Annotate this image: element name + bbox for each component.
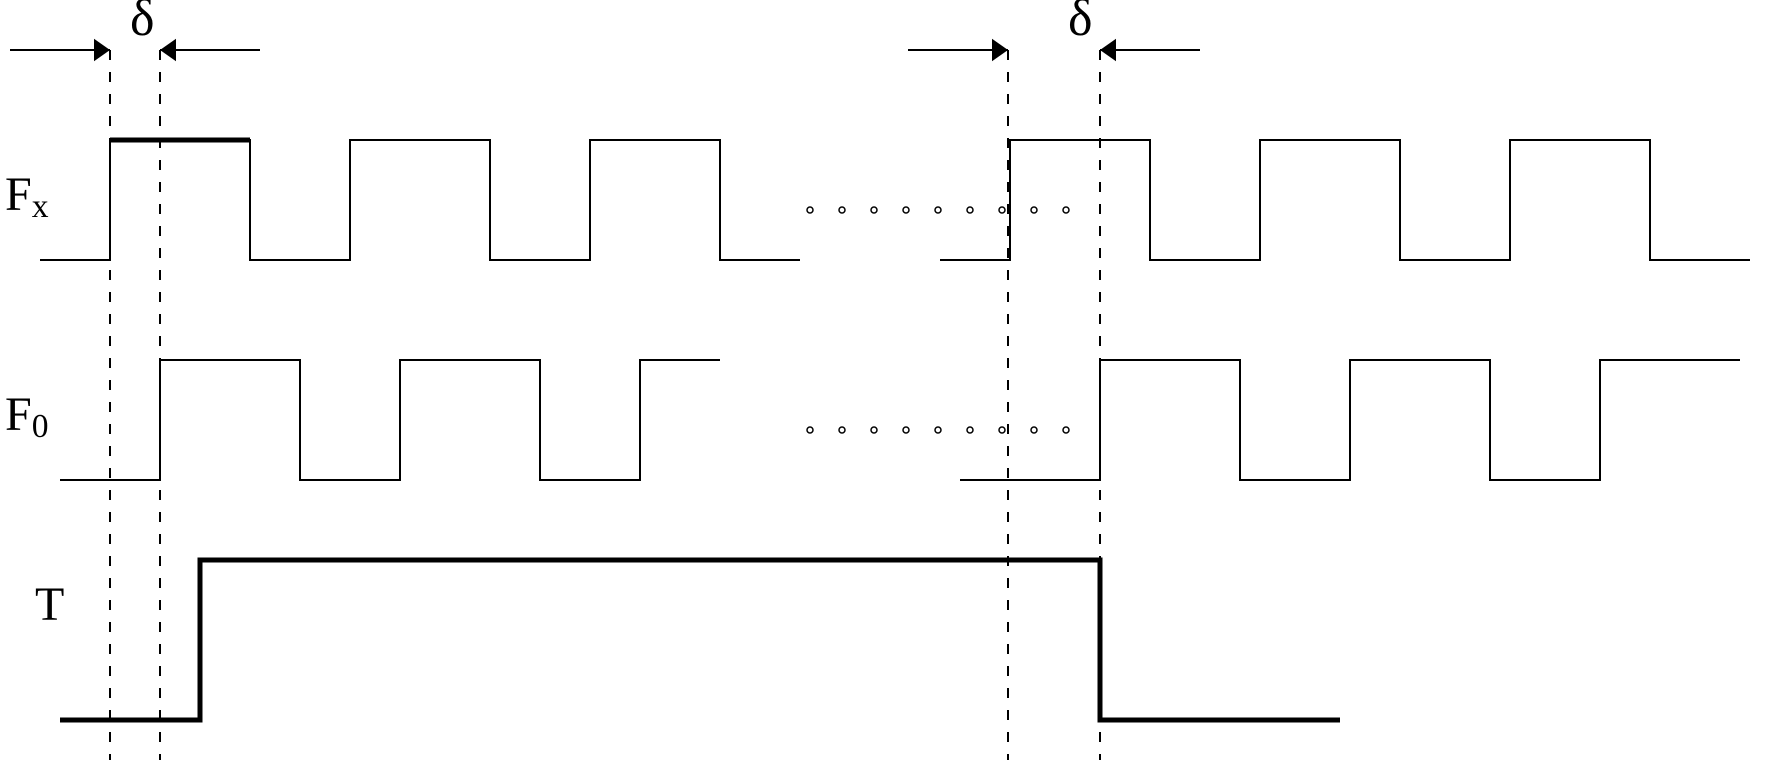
svg-text:δ: δ bbox=[1068, 0, 1093, 47]
svg-text:T: T bbox=[35, 578, 64, 631]
svg-text:δ: δ bbox=[130, 0, 155, 47]
svg-text:Fx: Fx bbox=[5, 168, 49, 225]
svg-text:F0: F0 bbox=[5, 388, 49, 445]
